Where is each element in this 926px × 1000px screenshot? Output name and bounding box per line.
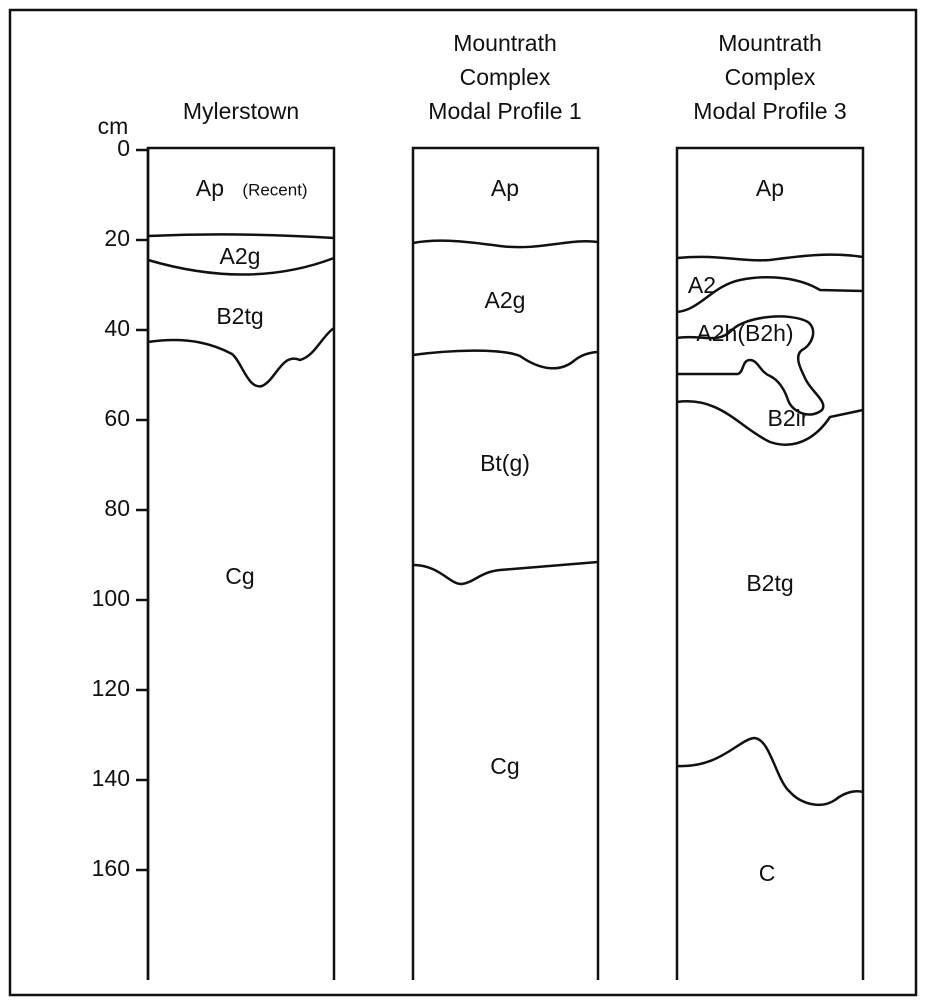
depth-label: 80 bbox=[104, 495, 130, 521]
profile-title: Mountrath bbox=[718, 30, 822, 56]
profile-title: Mylerstown bbox=[183, 98, 299, 124]
profile-title: Complex bbox=[725, 64, 816, 90]
horizon-label: Bt(g) bbox=[480, 450, 530, 476]
depth-label: 100 bbox=[92, 585, 130, 611]
horizon-label: A2g bbox=[220, 243, 261, 269]
profile-title: Modal Profile 3 bbox=[693, 98, 846, 124]
boundary bbox=[677, 255, 863, 261]
boundary bbox=[677, 738, 863, 805]
depth-label: 40 bbox=[104, 315, 130, 341]
horizon-label: B2tg bbox=[746, 570, 793, 596]
columns bbox=[148, 148, 863, 980]
horizon-label: B2ir bbox=[768, 405, 809, 431]
profile-title: Complex bbox=[460, 64, 551, 90]
boundary bbox=[413, 241, 598, 247]
frame bbox=[10, 10, 916, 995]
depth-label: 140 bbox=[92, 765, 130, 791]
boundary bbox=[148, 328, 334, 386]
profile-title: Modal Profile 1 bbox=[428, 98, 581, 124]
depth-label: 0 bbox=[117, 135, 130, 161]
boundary bbox=[148, 234, 334, 238]
horizon-label: Cg bbox=[225, 563, 254, 589]
horizon-label: A2g bbox=[485, 287, 526, 313]
depth-label: 60 bbox=[104, 405, 130, 431]
horizon-note: (Recent) bbox=[242, 180, 307, 199]
horizon-label: Ap bbox=[756, 175, 784, 201]
horizon-label: Ap bbox=[196, 175, 224, 201]
depth-label: 160 bbox=[92, 855, 130, 881]
horizon-label: A2 bbox=[688, 272, 716, 298]
horizon-label: Ap bbox=[491, 175, 519, 201]
boundary bbox=[413, 562, 598, 584]
profile-title: Mountrath bbox=[453, 30, 557, 56]
boundary bbox=[413, 351, 598, 369]
depth-label: 20 bbox=[104, 225, 130, 251]
horizon-label: C bbox=[759, 860, 776, 886]
depth-label: 120 bbox=[92, 675, 130, 701]
horizon-label: B2tg bbox=[216, 303, 263, 329]
soil-profiles-diagram: cm 020406080100120140160MylerstownApA2gB… bbox=[0, 0, 926, 1000]
horizon-label: Cg bbox=[490, 753, 519, 779]
horizon-label: A2h(B2h) bbox=[696, 320, 793, 346]
